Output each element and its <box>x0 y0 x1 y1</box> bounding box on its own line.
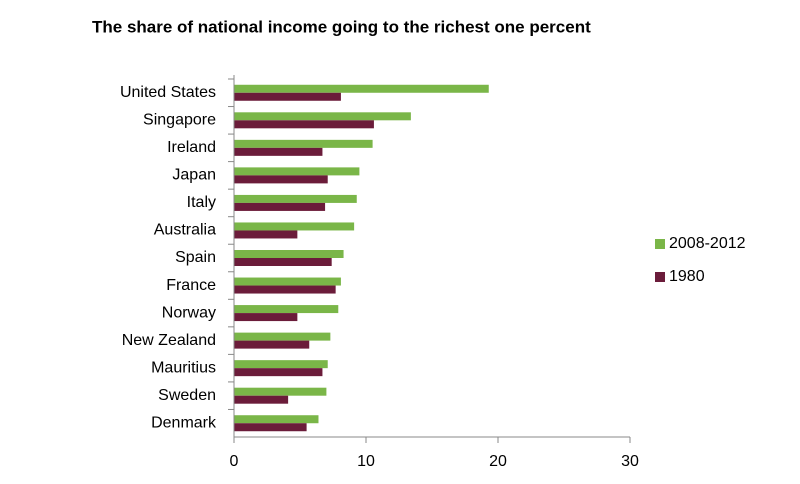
y-tick-label: France <box>166 277 216 294</box>
bar <box>234 395 289 404</box>
bar <box>234 147 323 156</box>
x-tick-label: 0 <box>230 453 239 470</box>
y-tick-label: New Zealand <box>122 332 216 349</box>
bar <box>234 285 336 294</box>
bar <box>234 368 323 377</box>
legend-swatch <box>655 239 665 249</box>
y-tick-label: Spain <box>175 249 216 266</box>
y-tick-label: Japan <box>172 167 216 184</box>
bar <box>234 222 355 231</box>
y-tick-label: Australia <box>154 222 216 239</box>
bar <box>234 167 360 176</box>
bar <box>234 305 339 314</box>
bar <box>234 194 357 203</box>
bar <box>234 415 319 424</box>
y-tick-label: United States <box>120 84 216 101</box>
x-tick-label: 10 <box>357 453 375 470</box>
bar <box>234 313 298 322</box>
bar <box>234 112 411 121</box>
chart-title: The share of national income going to th… <box>92 17 591 36</box>
y-tick-label: Ireland <box>167 139 216 156</box>
y-tick-label: Norway <box>162 304 216 321</box>
y-tick-label: Italy <box>187 194 216 211</box>
y-tick-label: Singapore <box>143 112 216 129</box>
legend-label: 2008-2012 <box>669 235 746 252</box>
y-tick-label: Denmark <box>151 414 217 431</box>
x-tick-label: 30 <box>621 453 639 470</box>
bar <box>234 92 341 101</box>
y-tick-label: Sweden <box>158 387 216 404</box>
x-tick-label: 20 <box>489 453 507 470</box>
bar <box>234 387 327 396</box>
bar <box>234 258 332 266</box>
bar <box>234 139 373 148</box>
bar <box>234 277 341 286</box>
bar <box>234 360 328 369</box>
bar <box>234 202 326 211</box>
legend-swatch <box>655 272 665 282</box>
bar <box>234 250 344 258</box>
bar <box>234 340 310 349</box>
bar <box>234 84 489 93</box>
bar <box>234 120 374 129</box>
y-tick-label: Mauritius <box>151 359 216 376</box>
bar <box>234 175 328 184</box>
legend-label: 1980 <box>669 268 705 285</box>
bar <box>234 423 307 432</box>
bar <box>234 230 298 239</box>
bar <box>234 332 331 341</box>
